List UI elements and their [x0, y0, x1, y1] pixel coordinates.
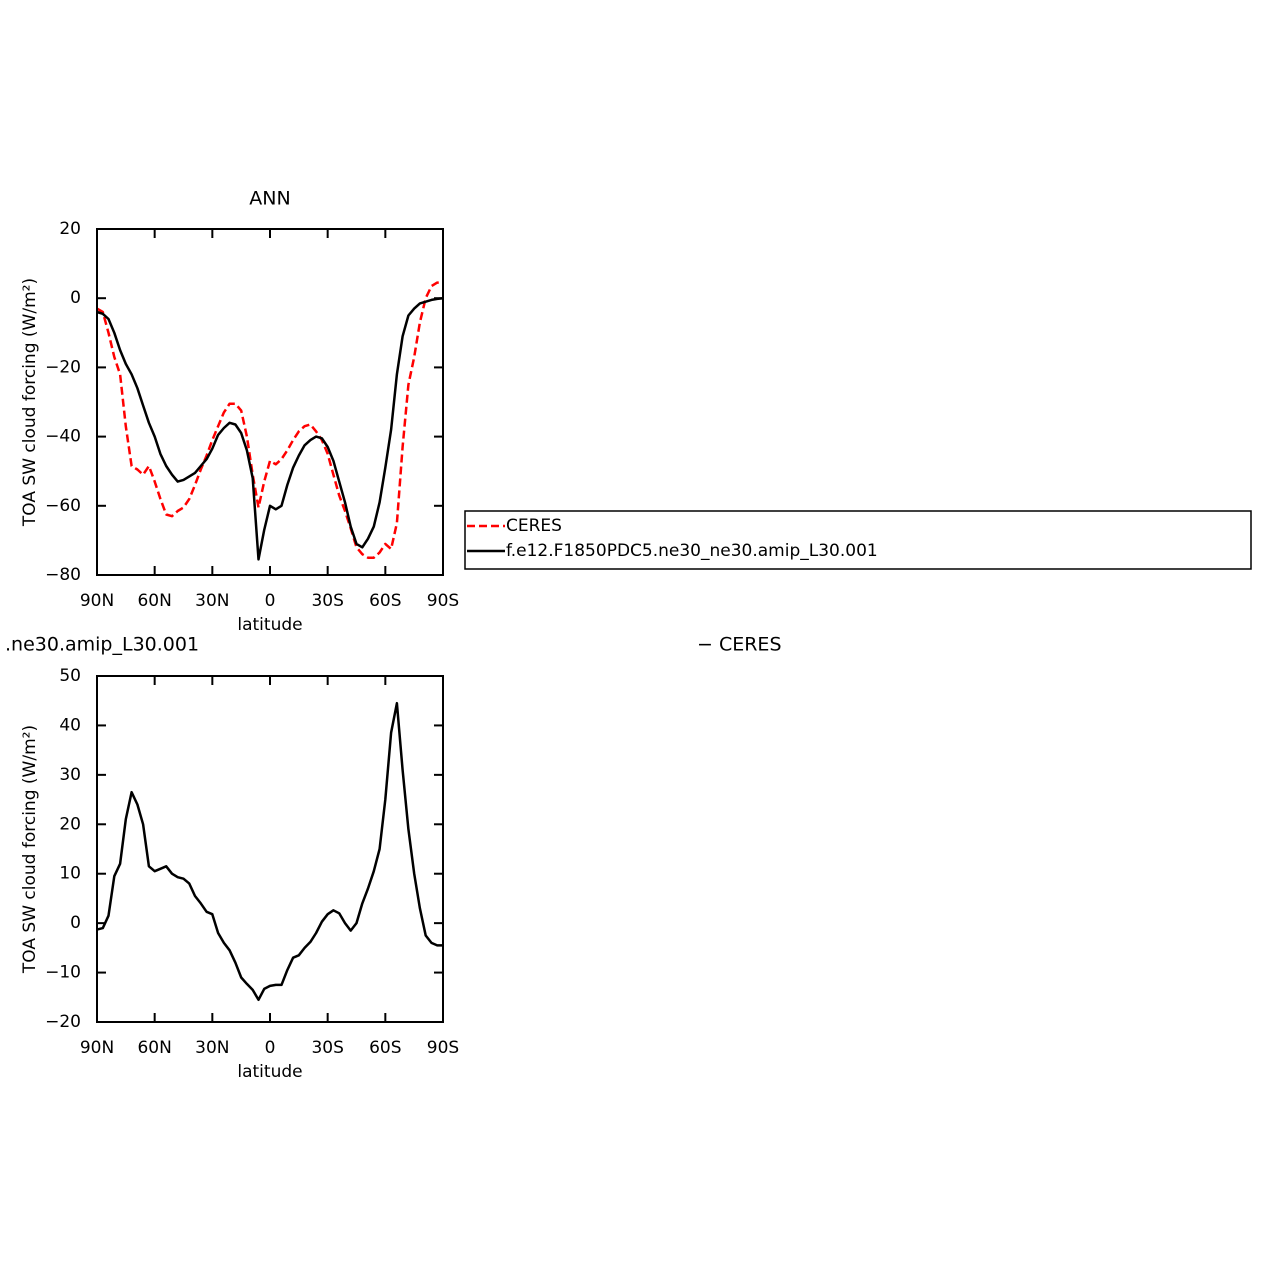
x-axis-label: latitude	[237, 615, 302, 635]
x-tick-label: 60S	[369, 591, 401, 611]
x-tick-label: 90N	[80, 1038, 114, 1058]
y-tick-label: 40	[59, 715, 81, 735]
chart-title: .ne30.amip_L30.001	[5, 634, 199, 656]
legend-label: f.e12.F1850PDC5.ne30_ne30.amip_L30.001	[506, 541, 878, 561]
x-tick-label: 30S	[311, 591, 343, 611]
x-axis-label: latitude	[237, 1062, 302, 1082]
x-tick-label: 30N	[195, 1038, 229, 1058]
data-line	[96, 296, 444, 561]
x-tick-label: 90S	[427, 1038, 459, 1058]
plot-frame	[96, 675, 444, 1023]
y-axis-label: TOA SW cloud forcing (W/m²)	[20, 725, 40, 974]
x-tick-label: 30S	[311, 1038, 343, 1058]
x-tick-label: 0	[265, 591, 276, 611]
x-tick-label: 90S	[427, 591, 459, 611]
y-tick-label: 0	[70, 913, 81, 933]
x-tick-label: 30N	[195, 591, 229, 611]
x-tick-label: 90N	[80, 591, 114, 611]
y-tick-label: −20	[45, 357, 81, 377]
x-tick-label: 60N	[137, 591, 171, 611]
y-tick-label: 20	[59, 814, 81, 834]
y-axis-label: TOA SW cloud forcing (W/m²)	[20, 278, 40, 527]
chart-title: − CERES	[697, 634, 782, 656]
y-tick-label: −60	[45, 496, 81, 516]
y-tick-label: −80	[45, 565, 81, 585]
y-tick-label: 50	[59, 666, 81, 686]
legend-label: CERES	[506, 516, 562, 536]
y-tick-label: −20	[45, 1012, 81, 1032]
y-tick-label: 30	[59, 765, 81, 785]
y-tick-label: −40	[45, 427, 81, 447]
y-tick-label: 10	[59, 864, 81, 884]
x-tick-label: 60N	[137, 1038, 171, 1058]
chart-title: ANN	[249, 188, 290, 210]
data-line	[96, 701, 443, 1002]
y-tick-label: 0	[70, 288, 81, 308]
y-tick-label: −10	[45, 963, 81, 983]
plot-frame	[96, 228, 444, 576]
data-line	[96, 281, 443, 559]
x-tick-label: 0	[265, 1038, 276, 1058]
x-tick-label: 60S	[369, 1038, 401, 1058]
y-tick-label: 20	[59, 219, 81, 239]
legend-box	[464, 510, 1252, 570]
